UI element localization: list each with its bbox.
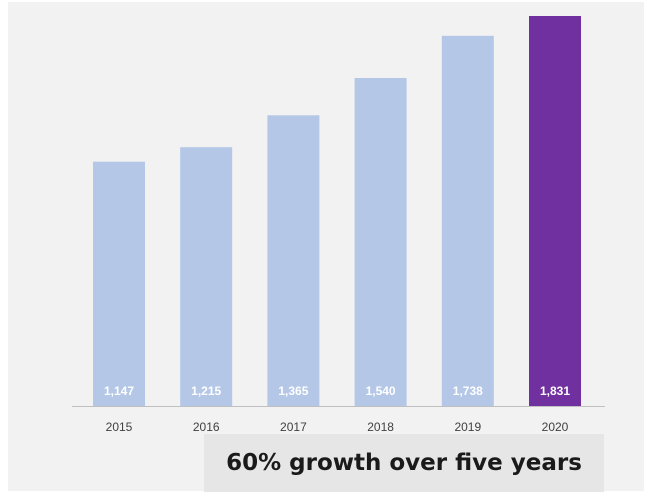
bar-value-label-2016: 1,215 bbox=[191, 384, 221, 398]
bar-2019 bbox=[441, 35, 494, 407]
x-tick-label-2019: 2019 bbox=[454, 420, 481, 434]
x-tick-label-2020: 2020 bbox=[542, 420, 569, 434]
x-tick-label-2015: 2015 bbox=[106, 420, 133, 434]
bar-value-label-2018: 1,540 bbox=[366, 384, 396, 398]
bar-value-label-2019: 1,738 bbox=[453, 384, 483, 398]
bar-2015 bbox=[93, 161, 145, 406]
bar-2018 bbox=[354, 78, 407, 406]
bar-chart: 1,147 2015 1,215 2016 1,365 2017 1,540 2018 1,73… bbox=[72, 16, 605, 434]
bar-value-label-2017: 1,365 bbox=[278, 384, 308, 398]
bar-value-label-2015: 1,147 bbox=[104, 384, 134, 398]
bar-2017 bbox=[267, 115, 320, 407]
x-tick-label-2017: 2017 bbox=[280, 420, 307, 434]
bar-value-label-2020: 1,831 bbox=[540, 384, 570, 398]
bar-2016 bbox=[180, 147, 233, 406]
x-tick-label-2018: 2018 bbox=[367, 420, 394, 434]
x-tick-label-2016: 2016 bbox=[193, 420, 220, 434]
caption-box: 60% growth over five years bbox=[204, 434, 604, 492]
bar-2020 bbox=[529, 16, 581, 406]
caption-text: 60% growth over five years bbox=[226, 450, 582, 476]
chart-frame: 1,147 2015 1,215 2016 1,365 2017 1,540 2018 1,73… bbox=[8, 2, 644, 492]
